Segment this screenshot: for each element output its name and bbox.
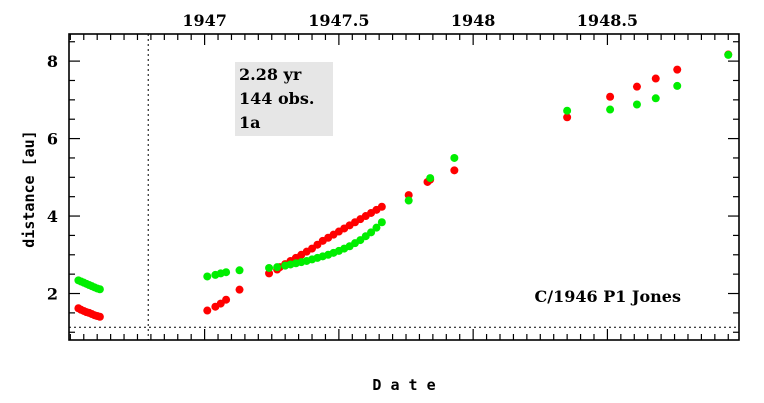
x-tick-label: 1947 (182, 11, 227, 30)
comet-annotation: C/1946 P1 Jones (535, 287, 681, 306)
data-series-group (74, 50, 733, 294)
info-box-line: 2.28 yr (239, 65, 302, 84)
axis-tick-labels: 1947 1947.5 1948 1948.5 2 4 6 8 (47, 11, 638, 304)
data-point (673, 65, 682, 74)
data-point (203, 306, 212, 315)
data-point (563, 113, 572, 122)
y-tick-label: 2 (47, 285, 58, 304)
data-point (632, 82, 641, 91)
data-point (377, 218, 386, 227)
y-tick-label: 8 (47, 52, 58, 71)
reference-lines (69, 34, 739, 340)
data-series (74, 50, 733, 321)
data-point (651, 94, 660, 103)
x-axis-label: D a t e (372, 376, 435, 394)
data-point (632, 100, 641, 109)
x-tick-label: 1947.5 (308, 11, 369, 30)
data-point (651, 74, 660, 83)
y-tick-label: 6 (47, 130, 58, 149)
info-box: 2.28 yr 144 obs. 1a (235, 62, 333, 136)
data-point (367, 228, 376, 237)
data-point (426, 174, 435, 183)
data-point (95, 285, 104, 294)
info-box-line: 144 obs. (239, 89, 314, 108)
data-series-group (74, 50, 733, 321)
data-point (450, 153, 459, 162)
x-tick-label: 1948.5 (577, 11, 638, 30)
data-point (203, 272, 212, 281)
data-point (265, 263, 274, 272)
data-point (377, 202, 386, 211)
x-tick-label: 1948 (451, 11, 496, 30)
info-box-line: 1a (239, 113, 261, 132)
data-point (724, 50, 733, 59)
data-point (273, 263, 282, 272)
data-point (404, 196, 413, 205)
data-point (95, 312, 104, 321)
data-point (606, 105, 615, 114)
data-point (222, 295, 231, 304)
info-box-background (235, 62, 333, 136)
data-point (673, 81, 682, 90)
data-point (235, 266, 244, 275)
axis-ticks (69, 34, 739, 340)
data-point (222, 268, 231, 277)
y-axis-label: distance [au] (20, 130, 38, 247)
data-point (235, 285, 244, 294)
data-point (372, 223, 381, 232)
y-tick-label: 4 (47, 207, 58, 226)
data-point (563, 106, 572, 115)
plot-frame (68, 33, 740, 341)
data-point (450, 166, 459, 175)
data-point (606, 92, 615, 101)
